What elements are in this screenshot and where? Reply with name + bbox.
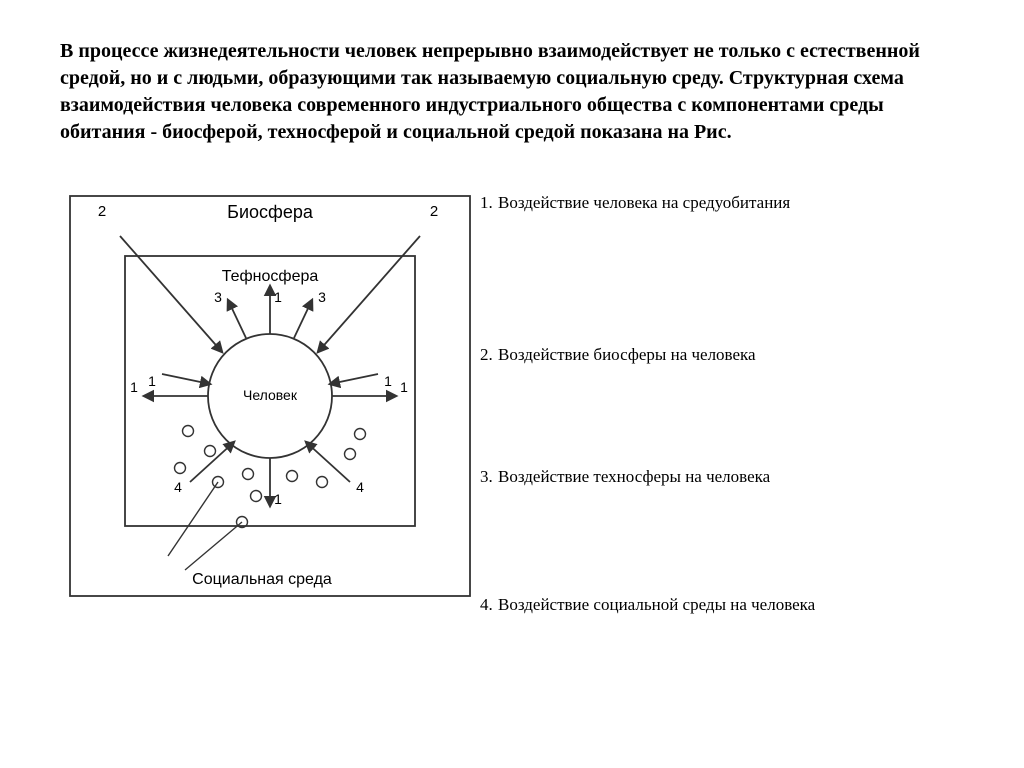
- svg-text:1: 1: [130, 379, 138, 395]
- svg-text:Тефносфера: Тефносфера: [222, 268, 319, 285]
- svg-text:1: 1: [274, 491, 282, 507]
- svg-text:Человек: Человек: [243, 387, 298, 403]
- page-heading: В процессе жизнедеятельности человек неп…: [60, 38, 974, 146]
- svg-text:Биосфера: Биосфера: [227, 202, 314, 222]
- legend-number: 3.: [480, 466, 498, 488]
- legend-text: Воздействие биосферы на человека: [498, 344, 756, 366]
- svg-text:4: 4: [174, 479, 182, 495]
- legend-text: Воздействие техносферы на человека: [498, 466, 770, 488]
- content-row: Биосфера Тефносфера Человек Социальная сред…: [60, 186, 974, 632]
- svg-text:2: 2: [430, 203, 438, 220]
- svg-text:1: 1: [274, 289, 282, 305]
- svg-text:1: 1: [384, 373, 392, 389]
- svg-text:1: 1: [148, 373, 156, 389]
- svg-text:3: 3: [318, 289, 326, 305]
- legend-number: 1.: [480, 192, 498, 214]
- legend-text: Воздействие человека на средуобитания: [498, 192, 790, 214]
- svg-text:1: 1: [400, 379, 408, 395]
- interaction-diagram: Биосфера Тефносфера Человек Социальная сред…: [60, 186, 480, 626]
- legend-item-1: 1.Воздействие человека на средуобитания: [480, 192, 974, 214]
- diagram-column: Биосфера Тефносфера Человек Социальная сред…: [60, 186, 480, 632]
- legend-item-4: 4.Воздействие социальной среды на челове…: [480, 594, 974, 616]
- svg-text:3: 3: [214, 289, 222, 305]
- legend-item-2: 2.Воздействие биосферы на человека: [480, 344, 974, 366]
- legend-column: 1.Воздействие человека на средуобитания 2…: [480, 186, 974, 632]
- svg-text:Социальная среда: Социальная среда: [192, 571, 332, 588]
- legend-text: Воздействие социальной среды на человека: [498, 594, 815, 616]
- legend-number: 4.: [480, 594, 498, 616]
- svg-text:4: 4: [356, 479, 364, 495]
- legend-item-3: 3.Воздействие техносферы на человека: [480, 466, 974, 488]
- svg-text:2: 2: [98, 203, 106, 220]
- legend-number: 2.: [480, 344, 498, 366]
